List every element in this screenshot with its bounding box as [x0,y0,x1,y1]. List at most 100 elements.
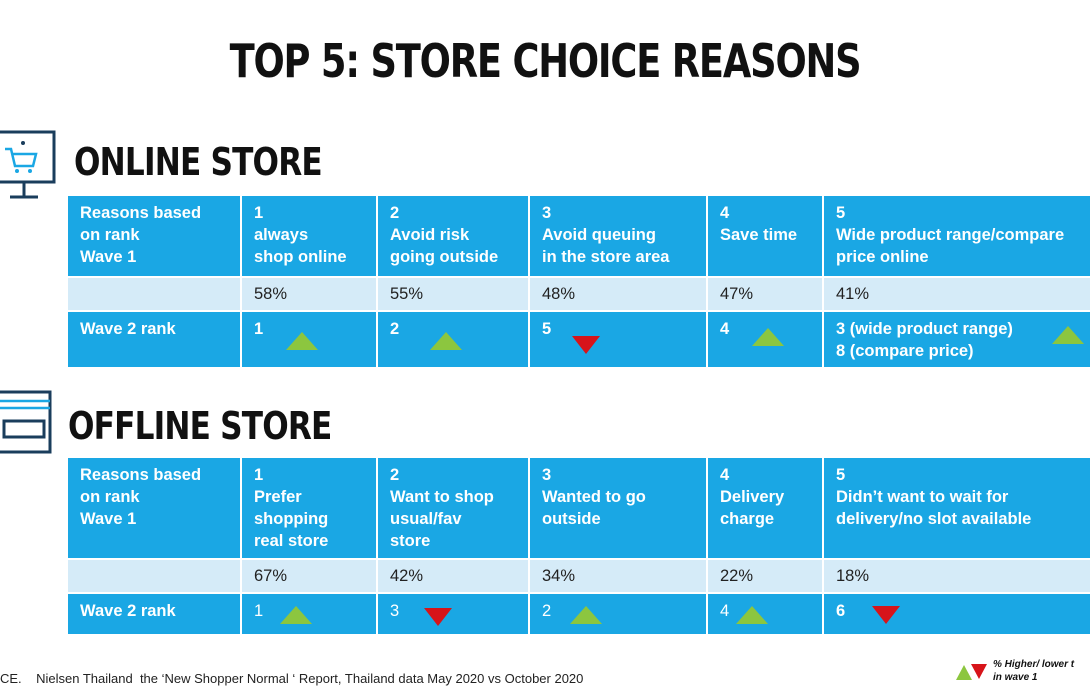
reason-cell: 3 Avoid queuing in the store area [530,196,706,276]
percent-cell: 34% [530,560,706,592]
wave2-rank-cell: 3 (wide product range) 8 (compare price) [824,312,1090,367]
reason-label: Didn’t want to wait for [836,488,1009,506]
wave2-label-cell: Wave 2 rank [68,312,240,367]
wave2-rank-value: 1 [254,318,263,340]
trend-up-icon [280,606,312,624]
wave2-rank-value: 4 [720,318,729,340]
wave2-rank-line: 4 [720,320,730,338]
offline-store-title: OFFLINE STORE [68,404,332,448]
wave2-rank-line: 5 [542,320,552,338]
trend-up-icon [736,606,768,624]
online-store-table: Reasons based on rank Wave 1 1 always shop on… [68,196,1090,367]
reason-cell: 1 always shop online [242,196,376,276]
reason-label: charge [720,510,775,528]
trend-up-icon [570,606,602,624]
trend-down-icon [424,608,452,626]
wave2-label-cell: Wave 2 rank [68,594,240,634]
legend-line-1: % Higher/ lower t [993,659,1075,670]
wave2-rank-value: 1 [254,600,263,622]
storefront-icon [0,390,52,454]
percent-cell: 41% [824,278,1090,310]
reason-rank: 4 [720,466,730,484]
wave2-rank-value: 3 (wide product range) 8 (compare price) [836,318,1013,362]
wave2-rank-value: 6 [836,600,845,622]
header-label-line: Wave 1 [80,510,137,528]
wave2-rank-line: 3 [390,602,400,620]
reason-cell: 3 Wanted to go outside [530,458,706,558]
header-label-line: on rank [80,226,140,244]
wave2-rank-cell: 4 [708,594,822,634]
reason-cell: 4 Delivery charge [708,458,822,558]
reason-label: outside [542,510,601,528]
reason-label: in the store area [542,248,670,266]
header-label-cell: Reasons based on rank Wave 1 [68,458,240,558]
reason-rank: 4 [720,204,730,222]
legend-line-2: in wave 1 [993,672,1038,683]
source-note: CE. Nielsen Thailand the ‘New Shopper No… [0,671,584,686]
reason-label: Avoid queuing [542,226,656,244]
reason-label: shopping [254,510,329,528]
percent-empty-cell [68,560,240,592]
wave2-rank-value: 3 [390,600,399,622]
header-label-line: Wave 1 [80,248,137,266]
offline-store-table: Reasons based on rank Wave 1 1 Prefer shoppin… [68,458,1090,634]
wave2-rank-line: 8 (compare price) [836,342,974,360]
reason-label: shop online [254,248,347,266]
header-label-cell: Reasons based on rank Wave 1 [68,196,240,276]
reason-cell: 5 Didn’t want to wait for delivery/no slot… [824,458,1090,558]
reason-label: Avoid risk [390,226,470,244]
wave2-rank-cell: 4 [708,312,822,367]
reason-label: delivery/no slot available [836,510,1032,528]
wave2-rank-cell: 3 [378,594,528,634]
percent-cell: 48% [530,278,706,310]
wave2-rank-value: 5 [542,318,551,340]
percent-cell: 67% [242,560,376,592]
wave2-rank-cell: 5 [530,312,706,367]
wave2-rank-value: 2 [390,318,399,340]
trend-up-icon [430,332,462,350]
wave2-rank-line: 1 [254,602,264,620]
wave2-rank-line: 3 (wide product range) [836,320,1013,338]
reason-rank: 5 [836,466,846,484]
reason-label: Save time [720,226,798,244]
header-label-line: Reasons based [80,466,202,484]
header-label-line: on rank [80,488,140,506]
reason-cell: 2 Want to shop usual/fav store [378,458,528,558]
reason-label: Prefer [254,488,302,506]
reason-rank: 2 [390,466,400,484]
reason-rank: 2 [390,204,400,222]
reason-label: usual/fav [390,510,462,528]
wave2-rank-line: 2 [390,320,400,338]
reason-rank: 3 [542,204,552,222]
reason-label: price online [836,248,929,266]
reason-label: always [254,226,309,244]
online-store-title: ONLINE STORE [74,140,323,184]
reason-label: Wanted to go [542,488,646,506]
percent-empty-cell [68,278,240,310]
percent-cell: 18% [824,560,1090,592]
wave2-rank-cell: 6 [824,594,1090,634]
wave2-rank-cell: 1 [242,312,376,367]
wave2-rank-line: 1 [254,320,264,338]
trend-up-icon [752,328,784,346]
reason-label: Want to shop [390,488,494,506]
reason-cell: 1 Prefer shopping real store [242,458,376,558]
trend-down-icon [872,606,900,624]
percent-cell: 47% [708,278,822,310]
percent-cell: 42% [378,560,528,592]
trend-up-icon [1052,326,1084,344]
wave2-rank-line: 2 [542,602,552,620]
reason-rank: 1 [254,204,264,222]
reason-label: going outside [390,248,499,266]
trend-up-icon [286,332,318,350]
wave2-rank-cell: 2 [530,594,706,634]
reason-rank: 5 [836,204,846,222]
reason-rank: 3 [542,466,552,484]
legend-text: % Higher/ lower t in wave 1 [993,658,1074,684]
reason-cell: 5 Wide product range/compare price online [824,196,1090,276]
percent-cell: 22% [708,560,822,592]
wave2-rank-cell: 2 [378,312,528,367]
legend-triangles-icon [956,664,987,680]
reason-cell: 2 Avoid risk going outside [378,196,528,276]
wave2-rank-value: 4 [720,600,729,622]
